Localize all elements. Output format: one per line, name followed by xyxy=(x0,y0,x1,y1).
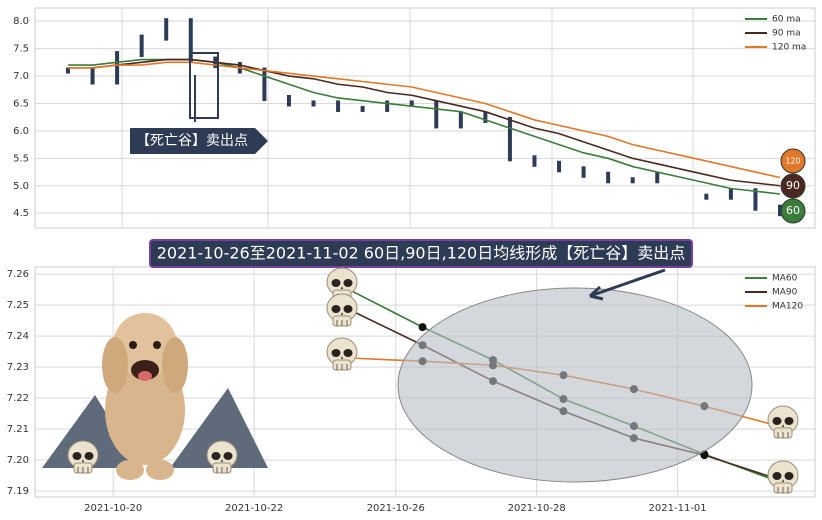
candle xyxy=(66,67,70,74)
decoration xyxy=(42,267,799,494)
x-tick-label: 2021-10-20 xyxy=(84,503,142,514)
end-badge-label: 60 xyxy=(786,204,800,217)
highlight-box xyxy=(189,52,219,119)
candle xyxy=(557,160,562,173)
candle xyxy=(311,100,316,107)
legend-label: 90 ma xyxy=(772,29,801,39)
y-tick-label: 7.22 xyxy=(7,393,29,404)
y-tick-label: 8.0 xyxy=(13,16,29,27)
y-tick-label: 7.19 xyxy=(7,486,29,497)
candle xyxy=(704,193,709,200)
candle xyxy=(385,100,390,112)
legend-label: MA120 xyxy=(772,302,803,312)
y-tick-label: 4.5 xyxy=(13,208,29,219)
end-badge-label: 90 xyxy=(786,179,800,192)
y-tick-label: 7.25 xyxy=(7,300,29,311)
x-tick-label: 2021-11-01 xyxy=(649,503,707,514)
candle xyxy=(139,34,144,58)
legend-label: 60 ma xyxy=(772,15,801,25)
candle xyxy=(655,171,660,184)
candle xyxy=(434,100,439,129)
annotation: 【死亡谷】卖出点 xyxy=(130,52,268,154)
callout-text: 【死亡谷】卖出点 xyxy=(136,133,248,149)
y-tick-label: 7.0 xyxy=(13,71,29,82)
candle xyxy=(360,105,365,112)
candle xyxy=(90,67,95,85)
candle xyxy=(630,177,635,184)
candle xyxy=(286,94,291,107)
candle xyxy=(458,111,463,129)
y-tick-label: 7.5 xyxy=(13,44,29,55)
point xyxy=(700,451,709,460)
candle xyxy=(115,51,120,85)
top-vgrid xyxy=(121,8,694,228)
banner-text: 2021-10-26至2021-11-02 60日,90日,120日均线形成【死… xyxy=(157,244,686,263)
y-tick-label: 7.26 xyxy=(7,269,29,280)
y-tick-label: 5.0 xyxy=(13,181,29,192)
y-tick-label: 7.24 xyxy=(7,331,29,342)
highlight-ellipse xyxy=(397,287,753,483)
x-tick-label: 2021-10-28 xyxy=(508,503,566,514)
legend-label: 120 ma xyxy=(772,43,806,53)
end-badge-label: 120 xyxy=(785,157,800,166)
y-tick-label: 7.21 xyxy=(7,424,29,435)
y-tick-label: 7.23 xyxy=(7,362,29,373)
candle xyxy=(606,171,611,184)
candle xyxy=(409,100,414,107)
candle xyxy=(262,67,267,101)
candle xyxy=(483,111,488,123)
legend-label: MA60 xyxy=(772,274,798,284)
y-tick-label: 6.5 xyxy=(13,98,29,109)
x-tick-label: 2021-10-26 xyxy=(367,503,425,514)
legend-label: MA90 xyxy=(772,288,798,298)
point xyxy=(418,323,427,332)
ma-line xyxy=(68,58,781,187)
banner xyxy=(149,239,693,268)
y-tick-label: 5.5 xyxy=(13,153,29,164)
candle xyxy=(778,204,782,217)
candle xyxy=(581,166,586,178)
candle xyxy=(188,18,193,63)
candle xyxy=(753,188,758,211)
y-tick-label: 6.0 xyxy=(13,126,29,137)
x-tick-label: 2021-10-22 xyxy=(225,503,283,514)
callout xyxy=(130,128,268,154)
end-badge xyxy=(780,198,806,224)
candle xyxy=(164,18,169,41)
y-tick-label: 7.20 xyxy=(7,455,29,466)
end-badge xyxy=(780,173,806,199)
end-badge xyxy=(780,148,806,174)
candle xyxy=(507,116,512,162)
candle xyxy=(728,188,733,200)
arrow xyxy=(588,268,666,301)
ma-line xyxy=(68,61,781,179)
candle xyxy=(532,155,537,167)
candle xyxy=(336,100,341,112)
top-plot xyxy=(34,7,816,229)
